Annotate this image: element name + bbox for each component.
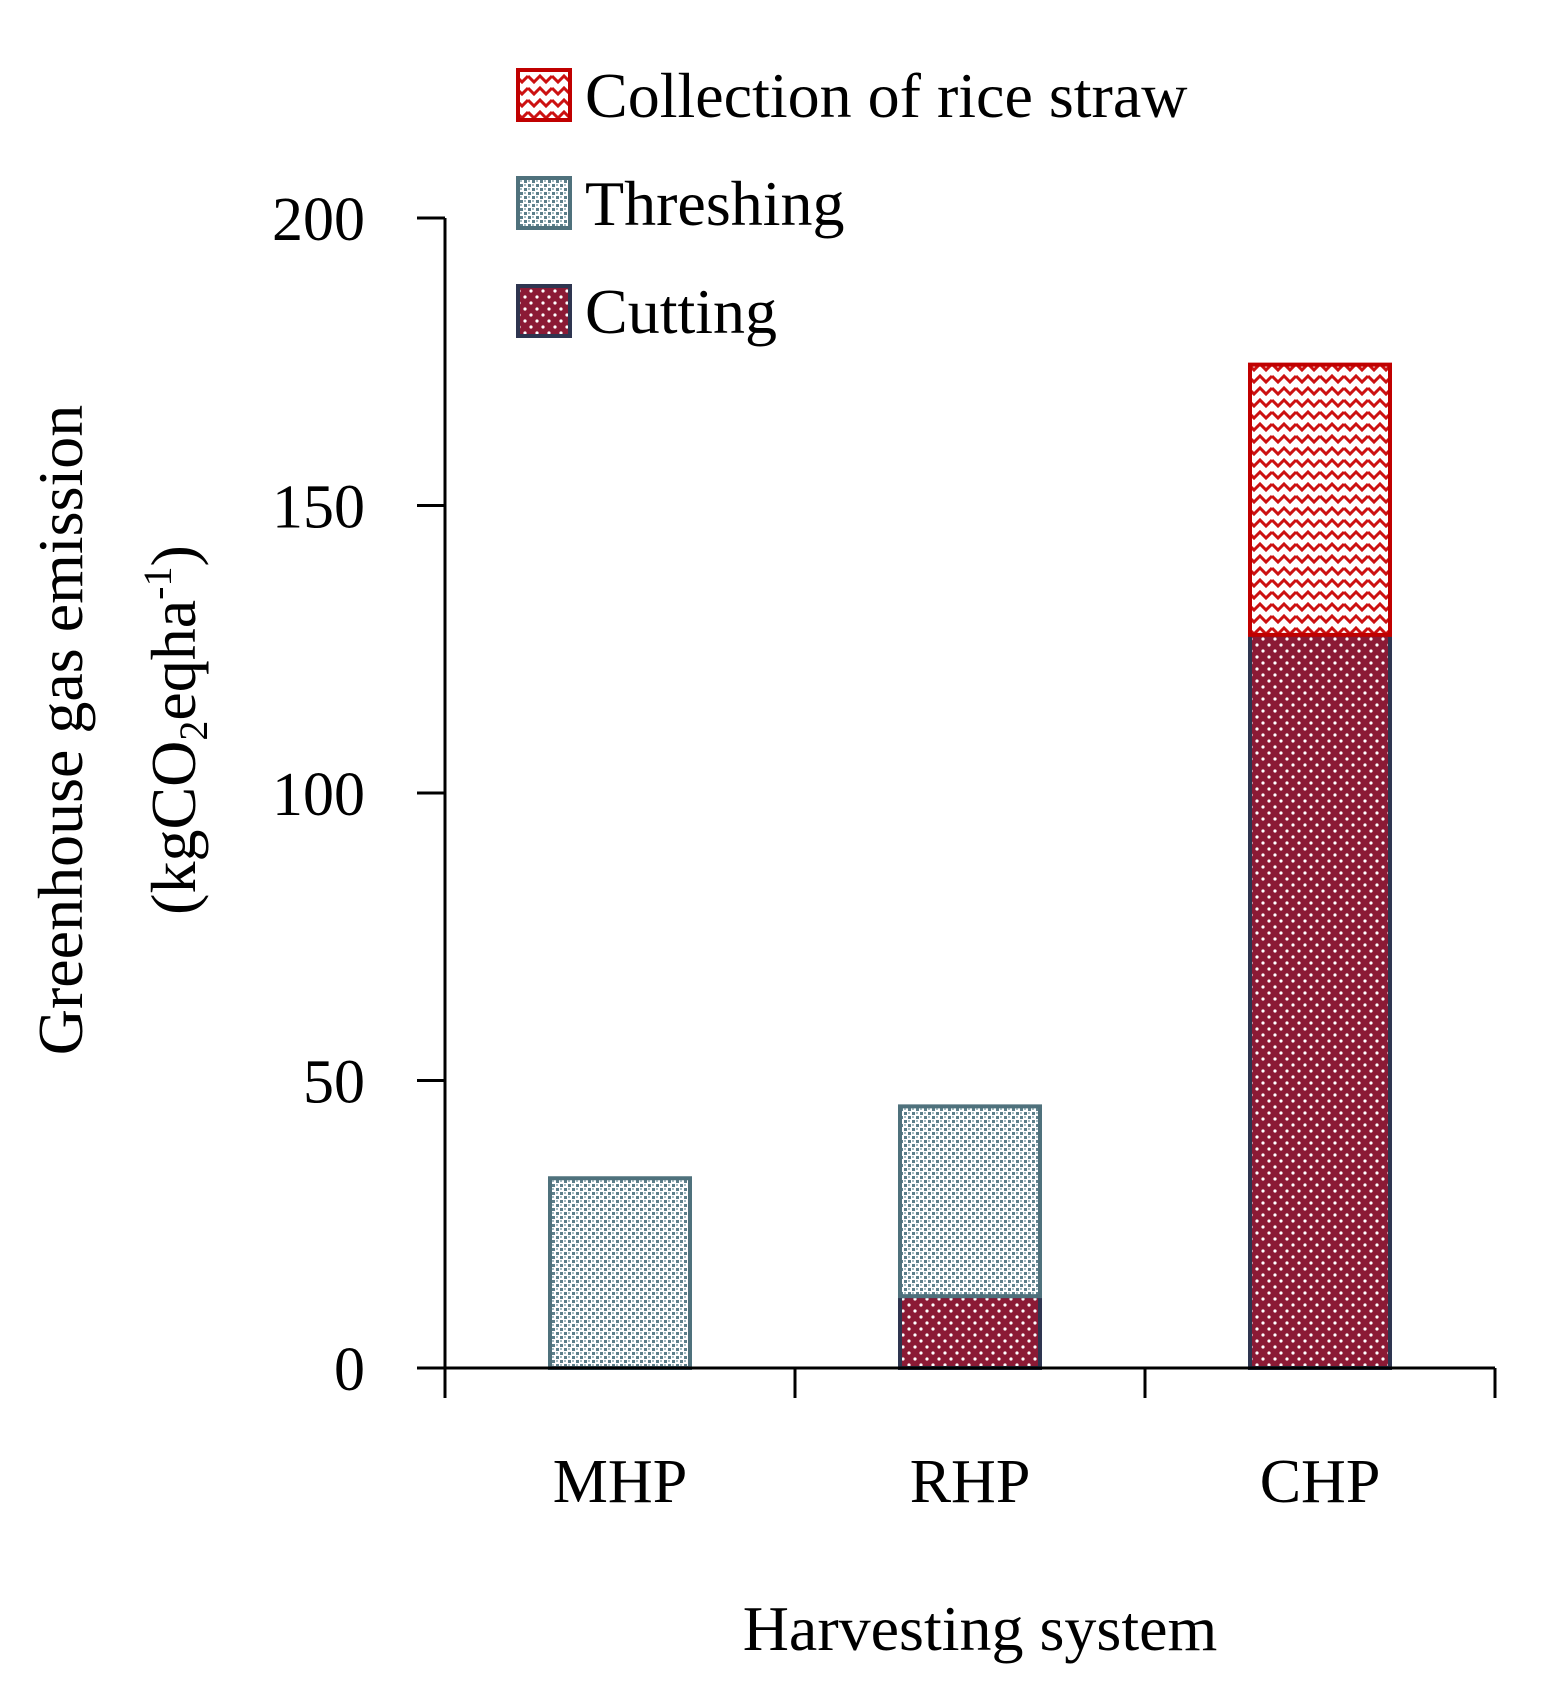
legend-swatch [516,68,572,122]
y-axis-units-sub: 2 [171,721,216,741]
legend-label: Threshing [585,168,845,239]
y-axis-units-part1: (kgCO [138,741,209,915]
legend-swatch [516,176,572,230]
bar-rhp-cutting [898,1294,1042,1370]
x-tick-label: RHP [910,1448,1031,1516]
y-axis-ticks: 0 50 100 150 200 [272,186,445,1404]
y-axis-label: Greenhouse gas emission [25,405,96,1056]
y-tick-label: 200 [272,186,365,254]
y-tick-label: 0 [334,1336,365,1404]
x-tick-label: MHP [553,1448,687,1516]
axes [443,218,1495,1370]
y-tick-label: 50 [303,1049,365,1117]
bar-rhp-threshing [898,1104,1042,1299]
y-tick-label: 150 [272,474,365,542]
bar-mhp-threshing [548,1176,692,1370]
y-axis-label-units: (kgCO2eqha-1) [135,545,216,915]
x-tick-label: CHP [1260,1448,1381,1516]
y-axis-units-part2: eqha [138,600,209,721]
x-axis-ticks: MHP RHP CHP [443,1368,1497,1516]
bar-chp-cutting [1248,632,1392,1370]
legend-label: Collection of rice straw [585,60,1187,131]
y-axis-label-line1: Greenhouse gas emission [25,405,96,1056]
legend-label: Cutting [585,276,777,347]
legend: Collection of rice straw Threshing Cutting [516,60,1187,347]
y-axis-units-sup: -1 [135,566,180,599]
bar-chp-collection-of-rice-straw [1248,362,1392,637]
y-axis-units-part3: ) [138,545,209,566]
bars [548,362,1392,1370]
y-tick-label: 100 [272,761,365,829]
x-axis-label: Harvesting system [743,1593,1218,1664]
legend-swatch [516,284,572,338]
